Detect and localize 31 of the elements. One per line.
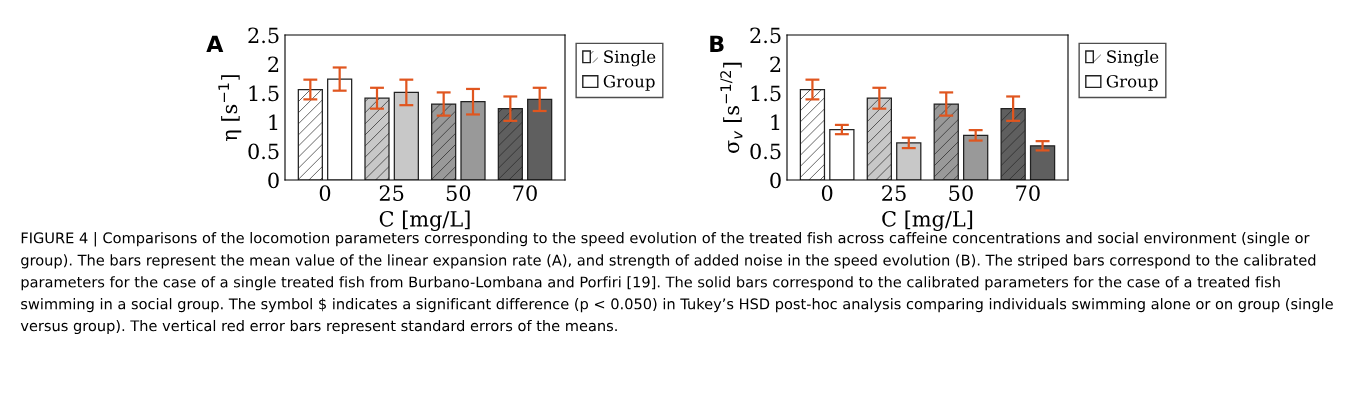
x-tick-label: 70 bbox=[513, 185, 537, 201]
y-tick-label: 1.5 bbox=[751, 85, 781, 102]
caption: FIGURE 4 | Comparisons of the locomotion parameters corresponding to the speed evolution of the treated fish across caffeine concentrations and social environment (single or group). The bars represent the mean value of the linear expansion rate (A), and strength of added noise in the speed evolution (B). The striped bars correspond to the calibrated parameters for the case of a single treated fish from Burbano-Lombana and Porfiri [19]. The solid bars correspond to the calibrated parameters for the case of a treated fish swimming in a social group. The symbol $ indicates a significant difference (p < 0.050) in Tukey’s HSD post-hoc analysis comparing individuals swimming alone or on group (single versus group). The vertical red error bars represent standard errors of the means. bbox=[20, 232, 1333, 335]
y-tick-label: 1 bbox=[269, 114, 278, 130]
x-tick-label: 25 bbox=[882, 185, 906, 201]
y-tick-label: 2.5 bbox=[750, 27, 781, 44]
legend-label: Group bbox=[1106, 74, 1158, 91]
legend-label: Single bbox=[604, 50, 656, 67]
y-axis-title: σ$_{v}$ [s$^{−1/2}$] bbox=[720, 62, 743, 154]
legend-label: Single bbox=[1107, 50, 1159, 67]
x-axis-title: C [mg/L] bbox=[379, 210, 470, 232]
y-tick-label: 0.5 bbox=[248, 143, 279, 160]
chart-title: A bbox=[206, 35, 224, 52]
y-tick-label: 2 bbox=[268, 56, 279, 72]
y-tick-label: 1 bbox=[771, 114, 780, 130]
y-tick-label: 2 bbox=[770, 56, 781, 72]
y-tick-label: 0.5 bbox=[750, 143, 781, 160]
y-tick-label: 0 bbox=[770, 172, 781, 189]
x-tick-label: 50 bbox=[446, 185, 471, 201]
y-tick-label: 0 bbox=[268, 172, 279, 189]
x-axis-title: C [mg/L] bbox=[882, 210, 973, 232]
legend-label: Group bbox=[603, 74, 655, 91]
y-tick-label: 1.5 bbox=[249, 85, 279, 102]
y-tick-label: 2.5 bbox=[248, 27, 279, 44]
y-axis-title: η [s$^{−1}$] bbox=[218, 75, 242, 141]
x-tick-label: 0 bbox=[821, 185, 833, 201]
x-tick-label: 50 bbox=[949, 185, 973, 201]
x-tick-label: 70 bbox=[1016, 185, 1040, 201]
chart-title: B bbox=[710, 35, 724, 52]
x-tick-label: 25 bbox=[379, 185, 404, 201]
x-tick-label: 0 bbox=[319, 185, 331, 201]
